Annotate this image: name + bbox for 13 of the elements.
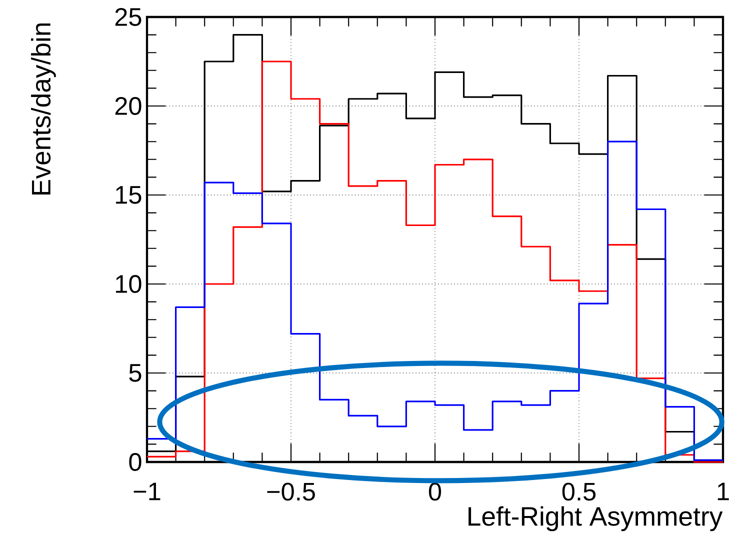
x-tick-label: 1	[718, 482, 729, 500]
x-tick-label: 0.5	[562, 482, 596, 501]
y-axis-title: Events/day/bin	[31, 23, 56, 194]
x-tick-label: −0.5	[267, 482, 315, 501]
y-tick-label: 25	[115, 8, 142, 26]
x-tick-label: −1	[134, 482, 160, 500]
y-tick-label: 5	[129, 364, 142, 382]
y-tick-label: 10	[116, 275, 142, 293]
y-tick-label: 20	[115, 97, 142, 115]
y-tick-label: 15	[116, 186, 142, 204]
x-axis-title: Left-Right Asymmetry	[468, 506, 723, 532]
x-tick-label: 0	[428, 482, 442, 501]
y-tick-label: 0	[129, 453, 142, 471]
